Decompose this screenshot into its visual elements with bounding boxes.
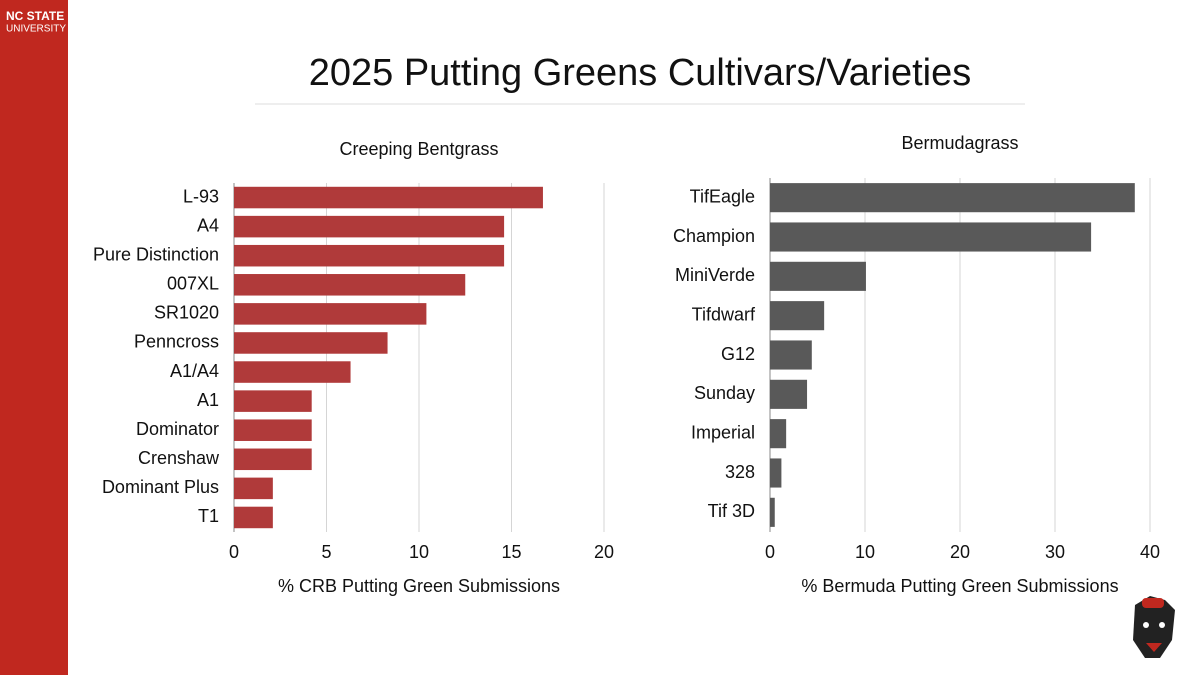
x-axis-label: % CRB Putting Green Submissions: [278, 576, 560, 596]
bar: [234, 448, 312, 471]
y-tick-label: TifEagle: [690, 186, 755, 206]
bar: [234, 186, 543, 209]
x-tick-label: 20: [594, 542, 614, 562]
y-tick-label: Dominant Plus: [102, 477, 219, 497]
chart-title: Bermudagrass: [901, 133, 1018, 153]
x-axis-label: % Bermuda Putting Green Submissions: [801, 576, 1118, 596]
y-tick-label: MiniVerde: [675, 265, 755, 285]
y-tick-label: A1: [197, 390, 219, 410]
bar: [234, 274, 466, 296]
bar: [234, 419, 312, 441]
logo-text: UNIVERSITY: [6, 24, 66, 35]
y-tick-label: Pure Distinction: [93, 244, 219, 264]
bar: [770, 419, 787, 449]
bar: [770, 183, 1135, 213]
y-tick-label: SR1020: [154, 303, 219, 323]
y-tick-label: Dominator: [136, 419, 219, 439]
y-tick-label: G12: [721, 344, 755, 364]
x-tick-label: 15: [501, 542, 521, 562]
x-tick-label: 10: [409, 542, 429, 562]
y-tick-label: Tifdwarf: [692, 304, 756, 324]
bar: [234, 506, 273, 529]
x-tick-label: 0: [765, 542, 775, 562]
bar: [770, 458, 782, 488]
y-tick-label: L-93: [183, 186, 219, 206]
y-tick-label: 328: [725, 462, 755, 482]
bar: [770, 222, 1092, 252]
bar: [770, 379, 808, 409]
bar: [234, 244, 505, 267]
y-tick-label: Imperial: [691, 422, 755, 442]
bar: [234, 477, 273, 500]
slide-title: 2025 Putting Greens Cultivars/Varieties: [309, 52, 972, 94]
bar: [234, 361, 351, 383]
bar: [234, 303, 427, 325]
y-tick-label: A4: [197, 215, 219, 235]
x-tick-label: 20: [950, 542, 970, 562]
bar: [234, 390, 312, 412]
logo-text: NC STATE: [6, 9, 64, 23]
y-tick-label: Tif 3D: [708, 501, 755, 521]
y-tick-label: Crenshaw: [138, 448, 220, 468]
bar: [770, 301, 825, 331]
bar: [234, 215, 505, 238]
brand-strip: [0, 0, 68, 675]
x-tick-label: 10: [855, 542, 875, 562]
bar: [770, 497, 775, 527]
bar: [234, 332, 388, 354]
mascot: [1133, 596, 1175, 658]
y-tick-label: 007XL: [167, 274, 219, 294]
bar: [770, 261, 866, 291]
y-tick-label: A1/A4: [170, 361, 219, 381]
x-tick-label: 5: [321, 542, 331, 562]
bar: [770, 340, 812, 370]
x-tick-label: 30: [1045, 542, 1065, 562]
chart-title: Creeping Bentgrass: [339, 139, 498, 159]
y-tick-label: T1: [198, 506, 219, 526]
y-tick-label: Sunday: [694, 383, 755, 403]
y-tick-label: Penncross: [134, 332, 219, 352]
x-tick-label: 0: [229, 542, 239, 562]
y-tick-label: Champion: [673, 226, 755, 246]
x-tick-label: 40: [1140, 542, 1160, 562]
